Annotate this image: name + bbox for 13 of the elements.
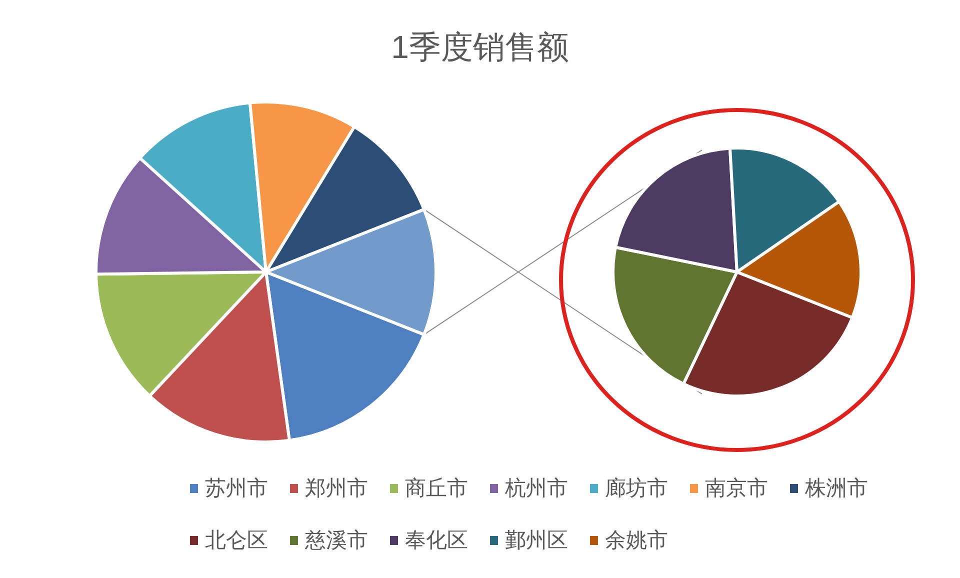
- legend-label: 慈溪市: [305, 528, 368, 554]
- legend-label: 商丘市: [405, 476, 468, 502]
- legend-label: 廊坊市: [605, 476, 668, 502]
- legend-label: 奉化区: [405, 528, 468, 554]
- legend-label: 鄞州区: [505, 528, 568, 554]
- legend-label: 苏州市: [205, 476, 268, 502]
- chart-title: 1季度销售额: [391, 29, 569, 65]
- legend-label: 杭州市: [505, 476, 568, 502]
- legend-label: 郑州市: [305, 476, 368, 502]
- legend-label: 株洲市: [805, 476, 868, 502]
- legend-label: 南京市: [705, 476, 768, 502]
- legend-label: 余姚市: [605, 528, 668, 554]
- legend-label: 北仑区: [205, 528, 268, 554]
